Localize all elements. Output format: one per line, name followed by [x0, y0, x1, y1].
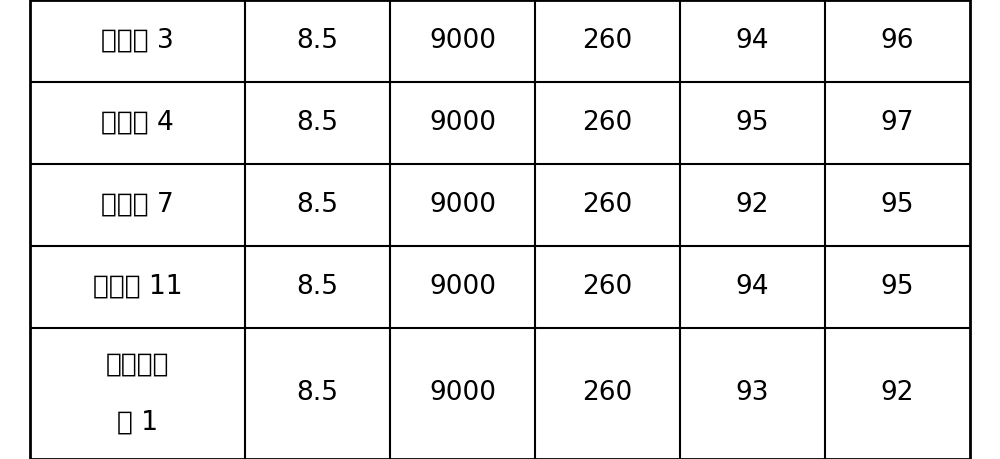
Text: 92: 92 — [881, 381, 914, 406]
Text: 97: 97 — [881, 110, 914, 136]
Text: 93: 93 — [736, 381, 769, 406]
Text: 9000: 9000 — [429, 192, 496, 218]
Text: 8.5: 8.5 — [296, 381, 338, 406]
Text: 9000: 9000 — [429, 110, 496, 136]
Text: 实施例 11: 实施例 11 — [93, 274, 182, 300]
Text: 8.5: 8.5 — [296, 274, 338, 300]
Text: 实施例 4: 实施例 4 — [101, 110, 174, 136]
Text: 94: 94 — [736, 28, 769, 54]
Text: 260: 260 — [582, 110, 633, 136]
Text: 8.5: 8.5 — [296, 110, 338, 136]
Text: 260: 260 — [582, 274, 633, 300]
Text: 8.5: 8.5 — [296, 28, 338, 54]
Text: 260: 260 — [582, 381, 633, 406]
Text: 94: 94 — [736, 274, 769, 300]
Text: 260: 260 — [582, 28, 633, 54]
Text: 95: 95 — [736, 110, 769, 136]
Text: 对比实施: 对比实施 — [106, 352, 169, 378]
Text: 8.5: 8.5 — [296, 192, 338, 218]
Text: 例 1: 例 1 — [117, 409, 158, 435]
Text: 9000: 9000 — [429, 28, 496, 54]
Text: 实施例 3: 实施例 3 — [101, 28, 174, 54]
Text: 95: 95 — [881, 192, 914, 218]
Text: 260: 260 — [582, 192, 633, 218]
Text: 9000: 9000 — [429, 274, 496, 300]
Text: 实施例 7: 实施例 7 — [101, 192, 174, 218]
Text: 96: 96 — [881, 28, 914, 54]
Text: 9000: 9000 — [429, 381, 496, 406]
Text: 92: 92 — [736, 192, 769, 218]
Text: 95: 95 — [881, 274, 914, 300]
